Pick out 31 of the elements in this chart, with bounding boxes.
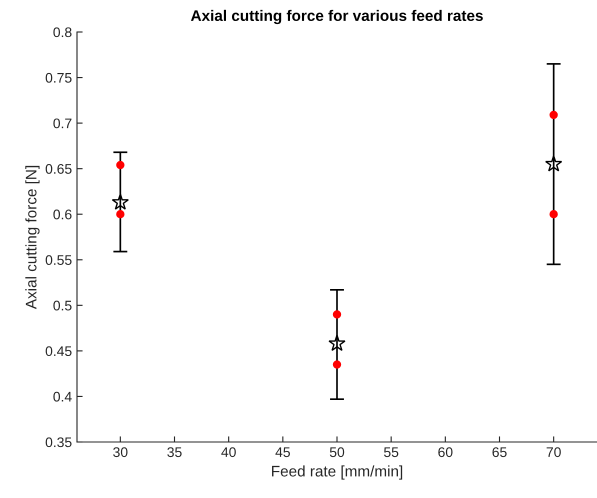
- point: [332, 360, 342, 369]
- x-tick-label: 70: [546, 447, 561, 458]
- chart-title: Axial cutting force for various feed rates: [190, 10, 483, 24]
- x-tick-label: 35: [167, 447, 182, 458]
- y-tick-label: 0.75: [46, 72, 72, 83]
- y-tick-label: 0.35: [46, 437, 72, 448]
- x-tick-label: 40: [221, 447, 236, 458]
- x-tick-label: 60: [438, 447, 453, 458]
- point: [545, 155, 562, 172]
- y-tick-label: 0.7: [53, 118, 72, 128]
- x-tick-label: 65: [492, 447, 507, 458]
- y-tick-label: 0.65: [46, 164, 72, 174]
- y-tick-label: 0.4: [53, 392, 72, 402]
- y-tick-label: 0.5: [53, 300, 72, 311]
- y-tick-label: 0.8: [53, 27, 72, 38]
- point: [116, 210, 124, 218]
- x-tick-label: 30: [113, 447, 128, 458]
- x-axis-title: Feed rate [mm/min]: [272, 465, 402, 480]
- point: [328, 334, 346, 352]
- point: [550, 210, 558, 218]
- point: [332, 310, 342, 319]
- y-tick-label: 0.6: [53, 210, 72, 220]
- point: [116, 160, 124, 170]
- point: [550, 110, 558, 120]
- point: [112, 193, 129, 210]
- x-tick-label: 50: [330, 447, 344, 458]
- y-tick-label: 0.45: [46, 346, 72, 356]
- x-tick-label: 55: [384, 447, 398, 458]
- x-tick-label: 45: [275, 447, 290, 458]
- y-axis-title: Axial cutting force [N]: [25, 166, 40, 310]
- y-tick-label: 0.55: [46, 255, 72, 265]
